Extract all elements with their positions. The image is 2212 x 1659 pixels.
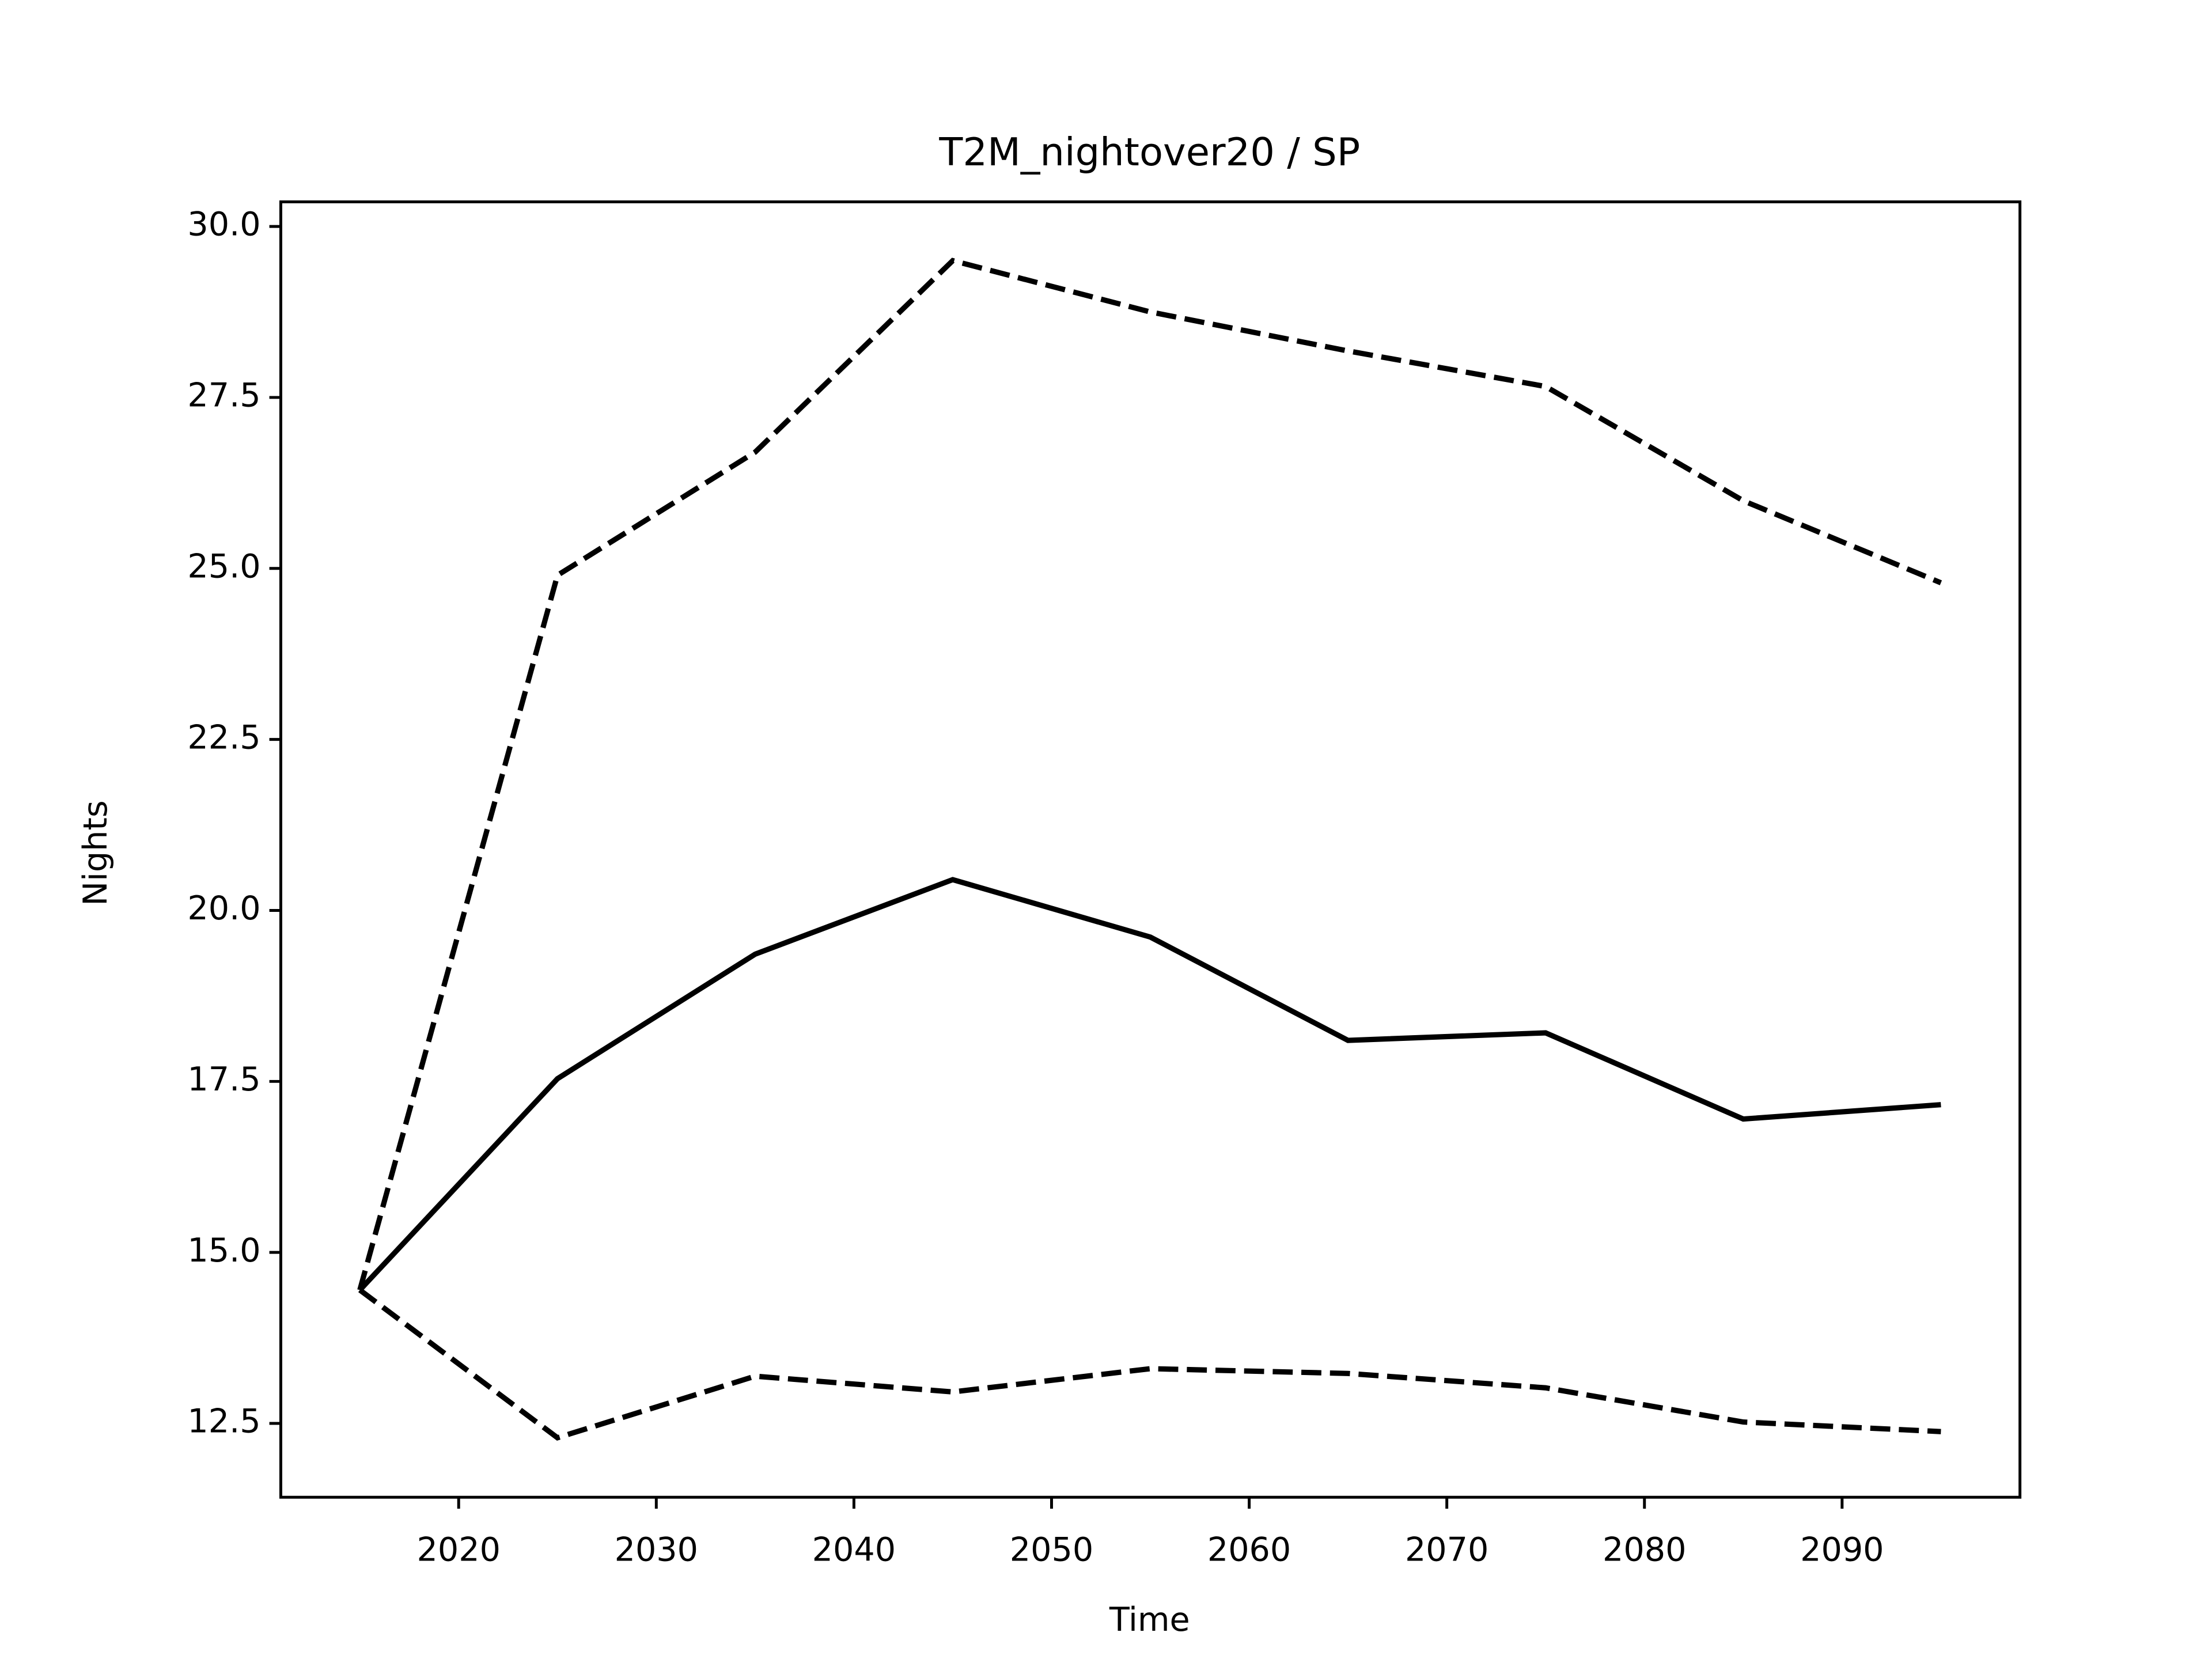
y-tick-label: 17.5 bbox=[187, 1060, 260, 1099]
data-line bbox=[358, 877, 1941, 1292]
y-tick-label: 12.5 bbox=[187, 1403, 260, 1441]
x-tick-label: 2060 bbox=[1207, 1531, 1291, 1569]
y-tick-label: 25.0 bbox=[187, 547, 260, 585]
x-tick-label: 2020 bbox=[417, 1531, 501, 1569]
y-tick-label: 22.5 bbox=[187, 718, 260, 756]
x-tick-label: 2090 bbox=[1800, 1531, 1884, 1569]
x-tick-label: 2030 bbox=[615, 1531, 698, 1569]
y-tick-label: 15.0 bbox=[187, 1232, 260, 1270]
x-tick-label: 2050 bbox=[1010, 1531, 1093, 1569]
y-axis-label: Nights bbox=[77, 800, 115, 906]
data-line bbox=[358, 1287, 1941, 1441]
plot-frame bbox=[279, 200, 2022, 1499]
data-line bbox=[357, 257, 1942, 1291]
x-axis-label: Time bbox=[1109, 1601, 1190, 1639]
x-tick-label: 2080 bbox=[1603, 1531, 1686, 1569]
y-tick-label: 20.0 bbox=[187, 889, 260, 927]
y-tick-label: 27.5 bbox=[187, 377, 260, 415]
y-tick-label: 30.0 bbox=[187, 206, 260, 244]
x-tick-label: 2040 bbox=[812, 1531, 896, 1569]
x-tick-label: 2070 bbox=[1405, 1531, 1488, 1569]
chart-title: T2M_nightover20 / SP bbox=[938, 130, 1360, 175]
